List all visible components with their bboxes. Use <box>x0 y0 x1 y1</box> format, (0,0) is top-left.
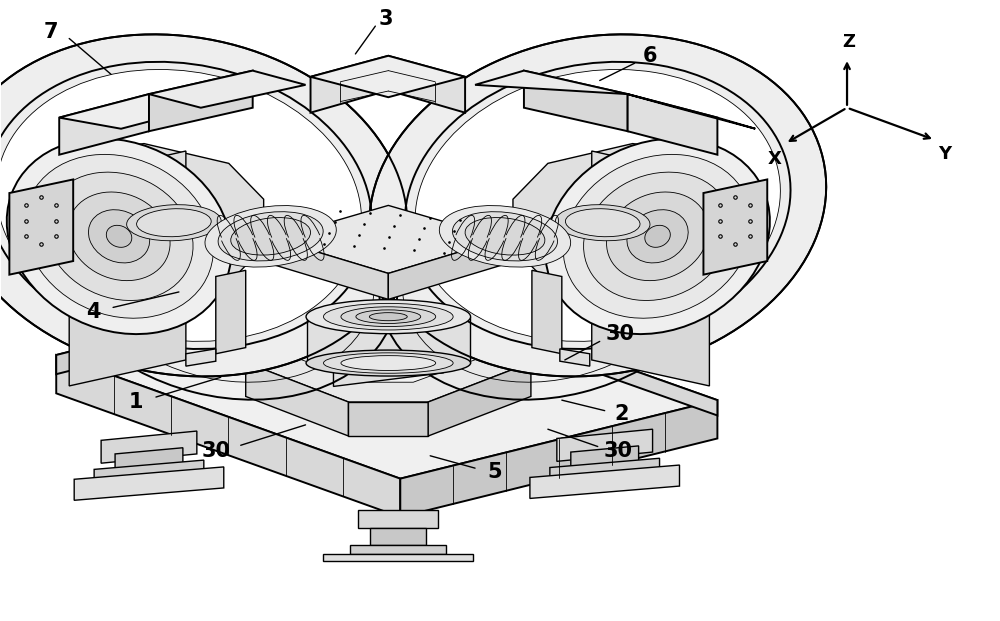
Polygon shape <box>368 276 717 415</box>
Polygon shape <box>333 342 443 386</box>
Ellipse shape <box>341 356 436 371</box>
Polygon shape <box>274 239 388 299</box>
Polygon shape <box>628 94 717 155</box>
Polygon shape <box>428 363 531 436</box>
Ellipse shape <box>127 205 221 241</box>
Polygon shape <box>246 266 531 402</box>
Ellipse shape <box>341 307 436 327</box>
Text: 7: 7 <box>44 22 58 42</box>
Ellipse shape <box>645 225 670 247</box>
Text: 1: 1 <box>129 392 143 412</box>
Ellipse shape <box>563 155 752 318</box>
Ellipse shape <box>465 217 545 255</box>
Polygon shape <box>628 94 755 129</box>
Ellipse shape <box>415 70 780 342</box>
Polygon shape <box>513 143 668 303</box>
Ellipse shape <box>0 70 362 342</box>
Polygon shape <box>703 179 767 274</box>
Polygon shape <box>524 71 628 131</box>
Polygon shape <box>348 402 428 436</box>
Polygon shape <box>109 143 264 303</box>
Text: 30: 30 <box>201 442 230 461</box>
Polygon shape <box>94 460 204 489</box>
Ellipse shape <box>137 209 211 237</box>
Ellipse shape <box>231 217 311 255</box>
Ellipse shape <box>369 34 826 376</box>
Text: 4: 4 <box>86 302 100 322</box>
Polygon shape <box>59 94 149 155</box>
Polygon shape <box>475 71 628 94</box>
Ellipse shape <box>565 209 640 237</box>
Polygon shape <box>216 270 246 354</box>
Ellipse shape <box>306 300 471 333</box>
Ellipse shape <box>323 304 453 330</box>
Ellipse shape <box>45 172 193 301</box>
Polygon shape <box>350 545 446 554</box>
Polygon shape <box>56 276 717 479</box>
Ellipse shape <box>25 155 213 318</box>
Ellipse shape <box>439 206 571 267</box>
Polygon shape <box>592 151 709 201</box>
Polygon shape <box>290 286 487 382</box>
Polygon shape <box>311 56 465 97</box>
Polygon shape <box>56 276 368 374</box>
Ellipse shape <box>555 205 650 241</box>
Polygon shape <box>246 363 348 436</box>
Polygon shape <box>69 151 186 201</box>
Polygon shape <box>59 94 211 129</box>
Ellipse shape <box>88 210 150 263</box>
Ellipse shape <box>545 138 770 334</box>
Polygon shape <box>370 528 426 545</box>
Ellipse shape <box>369 312 407 320</box>
Ellipse shape <box>584 172 732 301</box>
Polygon shape <box>149 71 253 131</box>
Polygon shape <box>358 510 438 528</box>
Polygon shape <box>311 56 465 112</box>
Polygon shape <box>9 179 73 274</box>
Ellipse shape <box>452 212 558 261</box>
Ellipse shape <box>106 225 132 247</box>
Polygon shape <box>532 270 562 354</box>
Polygon shape <box>186 349 216 366</box>
Polygon shape <box>557 429 653 461</box>
Text: Z: Z <box>843 33 855 51</box>
Ellipse shape <box>323 353 453 373</box>
Text: 2: 2 <box>614 404 629 424</box>
Polygon shape <box>550 458 660 487</box>
Polygon shape <box>56 355 400 517</box>
Ellipse shape <box>0 34 407 376</box>
Ellipse shape <box>7 138 231 334</box>
Text: Y: Y <box>938 145 951 163</box>
Text: 6: 6 <box>642 46 657 66</box>
Ellipse shape <box>607 192 709 281</box>
Text: 5: 5 <box>488 463 502 483</box>
Polygon shape <box>69 175 186 386</box>
Text: X: X <box>767 150 781 168</box>
Polygon shape <box>530 465 679 499</box>
Polygon shape <box>571 446 639 474</box>
Polygon shape <box>274 206 503 273</box>
Polygon shape <box>115 448 183 476</box>
Text: 30: 30 <box>605 324 634 344</box>
Polygon shape <box>560 349 590 366</box>
Text: 3: 3 <box>378 9 393 29</box>
Ellipse shape <box>627 210 688 263</box>
Text: 30: 30 <box>603 442 632 461</box>
Ellipse shape <box>306 350 471 376</box>
Ellipse shape <box>205 206 336 267</box>
Polygon shape <box>400 400 717 517</box>
Polygon shape <box>323 554 473 561</box>
Ellipse shape <box>68 192 170 281</box>
Polygon shape <box>307 317 470 363</box>
Polygon shape <box>149 71 306 107</box>
Polygon shape <box>101 431 197 463</box>
Polygon shape <box>388 239 503 299</box>
Polygon shape <box>592 175 709 386</box>
Ellipse shape <box>218 212 323 261</box>
Ellipse shape <box>356 310 421 324</box>
Polygon shape <box>74 467 224 501</box>
